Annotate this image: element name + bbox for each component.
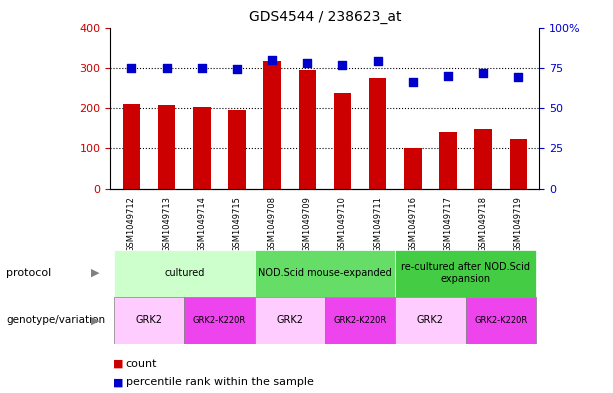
Text: ■: ■	[113, 377, 124, 387]
Bar	[466, 297, 536, 344]
Bar	[474, 129, 492, 189]
Bar	[254, 250, 395, 297]
Point	[443, 73, 453, 79]
Text: GRK2: GRK2	[135, 315, 162, 325]
Bar	[439, 132, 457, 189]
Bar	[158, 105, 175, 189]
Text: NOD.Scid mouse-expanded: NOD.Scid mouse-expanded	[258, 268, 392, 278]
Bar	[228, 110, 246, 189]
Point	[478, 70, 488, 76]
Text: GRK2-K220R: GRK2-K220R	[192, 316, 246, 325]
Title: GDS4544 / 238623_at: GDS4544 / 238623_at	[249, 10, 401, 24]
Bar	[184, 297, 254, 344]
Point	[338, 61, 348, 68]
Bar	[254, 297, 325, 344]
Text: cultured: cultured	[164, 268, 204, 278]
Bar	[509, 139, 527, 189]
Text: protocol: protocol	[6, 268, 51, 278]
Bar	[404, 148, 422, 189]
Point	[197, 64, 207, 71]
Bar	[299, 70, 316, 189]
Point	[162, 64, 172, 71]
Text: percentile rank within the sample: percentile rank within the sample	[126, 377, 313, 387]
Bar	[114, 250, 254, 297]
Point	[408, 79, 417, 85]
Text: count: count	[126, 358, 157, 369]
Bar	[193, 107, 211, 189]
Text: genotype/variation: genotype/variation	[6, 315, 105, 325]
Text: ▶: ▶	[91, 315, 99, 325]
Point	[126, 64, 136, 71]
Bar	[333, 93, 351, 189]
Point	[373, 58, 383, 64]
Point	[232, 66, 242, 73]
Text: ▶: ▶	[91, 268, 99, 278]
Bar	[369, 78, 386, 189]
Text: ■: ■	[113, 358, 124, 369]
Bar	[395, 250, 536, 297]
Bar	[325, 297, 395, 344]
Point	[514, 74, 524, 81]
Point	[302, 60, 312, 66]
Text: GRK2-K220R: GRK2-K220R	[333, 316, 387, 325]
Bar	[123, 104, 140, 189]
Text: GRK2: GRK2	[276, 315, 303, 325]
Point	[267, 57, 277, 63]
Text: GRK2: GRK2	[417, 315, 444, 325]
Text: re-cultured after NOD.Scid
expansion: re-cultured after NOD.Scid expansion	[401, 263, 530, 284]
Bar	[114, 297, 184, 344]
Text: GRK2-K220R: GRK2-K220R	[474, 316, 527, 325]
Bar	[395, 297, 466, 344]
Bar	[264, 61, 281, 189]
